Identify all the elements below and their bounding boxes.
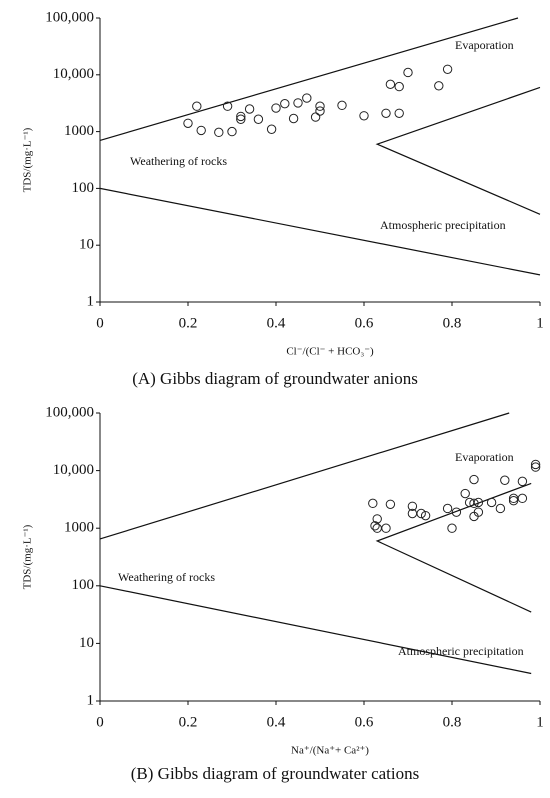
x-axis-title: Cl⁻/(Cl⁻ + HCO₃⁻)	[286, 346, 374, 358]
boundary-line	[99, 17, 519, 141]
data-point	[447, 523, 457, 533]
caption: (A) Gibbs diagram of groundwater anions	[132, 369, 418, 388]
x-tick-label: 0.8	[443, 315, 462, 331]
x-tick-label: 0.6	[355, 315, 374, 331]
x-tick-label: 0.2	[179, 315, 198, 331]
data-point	[372, 523, 382, 533]
data-point	[337, 100, 347, 111]
data-point	[302, 93, 312, 103]
data-point	[310, 112, 321, 122]
boundary-line	[99, 585, 532, 675]
data-point	[183, 118, 193, 128]
data-point	[434, 81, 444, 91]
x-axis-title: Na⁺/(Na⁺+ Ca²⁺)	[291, 745, 369, 757]
x-tick-label: 0.4	[267, 714, 286, 730]
data-point	[451, 507, 462, 517]
data-point	[460, 488, 470, 499]
y-tick-label: 10,000	[53, 462, 94, 478]
y-tick-label: 100,000	[45, 9, 94, 25]
x-tick-label: 1	[536, 714, 544, 730]
data-point	[469, 474, 479, 485]
data-point	[244, 104, 255, 114]
x-tick-label: 0.4	[267, 315, 286, 331]
chart-panel: 1 10 100 1000 10,000 100,000 0 0.2 0.4 0.6 0.8 1 Na⁺…	[22, 404, 544, 782]
x-tick-label: 0.2	[179, 714, 198, 730]
data-point	[530, 462, 541, 472]
data-point	[442, 64, 453, 74]
data-point	[359, 111, 369, 121]
annotation: Atmospheric precipitation	[398, 644, 524, 658]
data-point	[385, 79, 396, 90]
data-point	[222, 101, 233, 111]
y-tick-label: 1	[87, 293, 95, 309]
data-point	[236, 114, 246, 124]
data-point	[214, 127, 224, 138]
y-tick-label: 1000	[64, 123, 94, 139]
y-tick-label: 100	[72, 180, 95, 196]
data-point	[381, 523, 391, 533]
data-point	[253, 114, 264, 124]
data-point	[420, 510, 431, 521]
x-tick-label: 0	[96, 714, 104, 730]
data-point	[315, 101, 325, 111]
data-point	[368, 498, 378, 509]
data-point	[288, 113, 299, 124]
annotation: Weathering of rocks	[118, 570, 215, 584]
data-point	[530, 459, 541, 470]
data-point	[517, 476, 528, 487]
annotation: Weathering of rocks	[130, 154, 227, 168]
data-point	[486, 497, 497, 508]
y-tick-label: 1000	[64, 520, 94, 536]
boundary-line	[99, 412, 510, 540]
y-axis-title: TDS/(mg·L⁻¹)	[22, 127, 34, 192]
x-tick-label: 1	[536, 315, 544, 331]
annotation: Evaporation	[455, 38, 514, 52]
boundary-line	[99, 187, 541, 276]
boundary-line	[375, 86, 541, 215]
data-point	[280, 98, 290, 109]
annotation: Atmospheric precipitation	[380, 218, 506, 232]
data-point	[473, 497, 484, 508]
y-tick-label: 10	[79, 237, 94, 253]
data-point	[196, 125, 206, 136]
data-point	[381, 108, 391, 118]
data-point	[192, 101, 202, 111]
data-point	[385, 499, 396, 509]
data-point	[469, 498, 479, 509]
y-axis-title: TDS/(mg·L⁻¹)	[22, 524, 34, 589]
data-point	[271, 103, 281, 113]
data-point	[416, 508, 426, 519]
data-point	[266, 124, 277, 134]
data-point	[394, 108, 404, 118]
data-point	[227, 126, 237, 137]
x-tick-label: 0.6	[355, 714, 374, 730]
data-point	[407, 501, 418, 511]
x-tick-label: 0	[96, 315, 104, 331]
boundary-line	[375, 482, 532, 613]
x-tick-label: 0.8	[443, 714, 462, 730]
y-tick-label: 100,000	[45, 404, 94, 420]
data-point	[315, 106, 325, 116]
data-point	[495, 503, 506, 514]
data-point	[394, 81, 404, 92]
data-point	[508, 496, 519, 506]
annotation: Evaporation	[455, 450, 514, 464]
data-point	[403, 67, 413, 78]
caption: (B) Gibbs diagram of groundwater cations	[131, 764, 419, 783]
y-tick-label: 10,000	[53, 66, 94, 82]
y-tick-label: 10	[79, 635, 94, 651]
y-tick-label: 100	[72, 577, 95, 593]
data-point	[293, 98, 303, 108]
data-point	[500, 475, 510, 485]
data-point	[442, 503, 453, 514]
data-point	[370, 521, 380, 531]
data-point	[473, 507, 484, 517]
y-tick-label: 1	[87, 692, 95, 708]
data-point	[236, 111, 246, 122]
chart-panel: 1 10 100 1000 10,000 100,000 0 0.2 0.4 0.6 0.8 1 Cl⁻…	[22, 9, 544, 387]
data-point	[372, 514, 382, 524]
data-point	[517, 493, 528, 504]
